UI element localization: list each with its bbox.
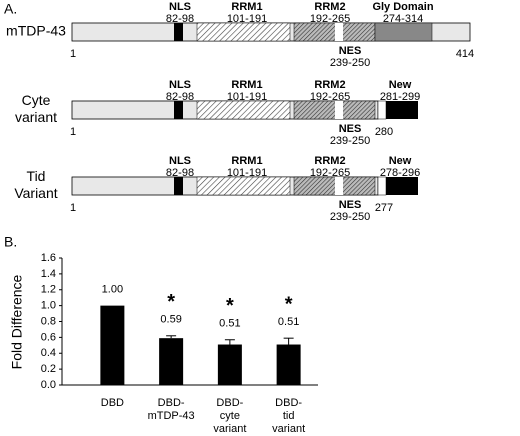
x-tick-label: DBD- <box>158 397 185 409</box>
domain-range: 281-299 <box>380 91 420 103</box>
rrm1-domain <box>196 176 291 196</box>
domain-name: RRM2 <box>314 79 345 91</box>
value-label: 1.00 <box>102 284 123 296</box>
x-tick-label: variant <box>272 423 305 435</box>
y-tick-label: 1.6 <box>41 252 56 264</box>
x-tick-label: mTDP-43 <box>148 410 195 422</box>
domain-name: RRM2 <box>314 155 345 167</box>
x-tick-label: DBD- <box>275 397 302 409</box>
nls-domain <box>174 177 183 195</box>
domain-name: NES <box>339 123 362 135</box>
significance-mark: * <box>285 293 293 315</box>
y-tick-label: 0.8 <box>41 315 56 327</box>
residue-start: 1 <box>70 202 76 214</box>
domain-range: 101-191 <box>227 167 267 179</box>
y-axis-label: Fold Difference <box>9 274 25 369</box>
residue-end: 414 <box>456 48 474 60</box>
domain-name: RRM1 <box>231 79 262 91</box>
rrm2-domain <box>293 22 376 42</box>
domain-name: NLS <box>169 79 191 91</box>
domain-name: New <box>389 79 412 91</box>
domain-name: Gly Domain <box>372 1 433 13</box>
nes-domain <box>335 23 343 41</box>
rrm2-domain <box>293 100 376 120</box>
construct-name: variant <box>15 109 57 125</box>
new-domain <box>386 177 418 195</box>
domain-range: 101-191 <box>227 91 267 103</box>
x-tick-label: cyte <box>220 410 240 422</box>
significance-mark: * <box>226 295 234 317</box>
linker <box>377 176 387 196</box>
y-tick-label: 1.4 <box>41 268 56 280</box>
significance-mark: * <box>167 291 175 313</box>
construct-name: mTDP-43 <box>6 23 66 39</box>
residue-start: 1 <box>70 126 76 138</box>
domain-range: 101-191 <box>227 13 267 25</box>
domain-name: RRM1 <box>231 155 262 167</box>
nls-domain <box>174 101 183 119</box>
y-tick-label: 0.6 <box>41 331 56 343</box>
nes-domain <box>335 177 343 195</box>
y-tick-label: 1.2 <box>41 284 56 296</box>
gly-domain <box>374 22 433 42</box>
panel-label: B. <box>4 234 17 250</box>
rrm1-domain <box>196 22 291 42</box>
domain-range: 192-265 <box>310 91 350 103</box>
construct-name: Variant <box>14 185 57 201</box>
residue-end: 277 <box>375 202 393 214</box>
domain-range: 239-250 <box>330 211 370 223</box>
bar <box>159 338 184 385</box>
domain-range: 192-265 <box>310 167 350 179</box>
y-tick-label: 0.2 <box>41 363 56 375</box>
domain-range: 278-296 <box>380 167 420 179</box>
construct-name: Cyte <box>22 92 51 108</box>
nes-domain <box>335 101 343 119</box>
y-tick-label: 1.0 <box>41 300 56 312</box>
bar <box>217 344 242 385</box>
bar <box>276 344 301 385</box>
domain-name: NES <box>339 45 362 57</box>
domain-range: 239-250 <box>330 135 370 147</box>
new-domain <box>386 101 418 119</box>
construct-name: Tid <box>27 168 46 184</box>
rrm1-domain <box>196 100 291 120</box>
domain-range: 239-250 <box>330 57 370 69</box>
x-tick-label: DBD <box>101 397 124 409</box>
residue-end: 280 <box>375 126 393 138</box>
value-label: 0.51 <box>219 318 240 330</box>
domain-range: 192-265 <box>310 13 350 25</box>
value-label: 0.51 <box>278 316 299 328</box>
x-tick-label: variant <box>213 423 246 435</box>
domain-range: 82-98 <box>166 91 194 103</box>
domain-name: NLS <box>169 1 191 13</box>
residue-start: 1 <box>70 48 76 60</box>
linker <box>377 100 387 120</box>
domain-range: 82-98 <box>166 13 194 25</box>
domain-name: New <box>389 155 412 167</box>
nls-domain <box>174 23 183 41</box>
domain-name: NES <box>339 199 362 211</box>
domain-name: RRM2 <box>314 1 345 13</box>
rrm2-domain <box>293 176 376 196</box>
bar <box>100 305 125 385</box>
x-tick-label: DBD- <box>216 397 243 409</box>
y-tick-label: 0.4 <box>41 347 56 359</box>
domain-name: NLS <box>169 155 191 167</box>
domain-name: RRM1 <box>231 1 262 13</box>
x-tick-label: tid <box>283 410 295 422</box>
panel-label: A. <box>4 1 17 17</box>
y-tick-label: 0.0 <box>41 379 56 391</box>
value-label: 0.59 <box>160 314 181 326</box>
domain-range: 274-314 <box>383 13 423 25</box>
domain-range: 82-98 <box>166 167 194 179</box>
